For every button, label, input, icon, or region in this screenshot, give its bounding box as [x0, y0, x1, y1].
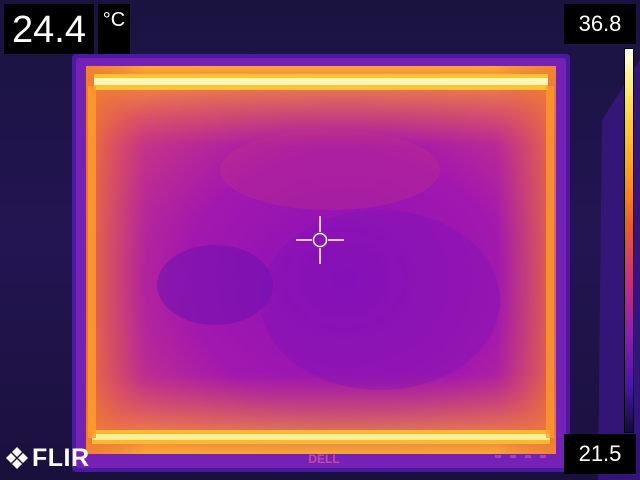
flir-diamond-icon [6, 447, 28, 469]
temperature-unit: °C [98, 4, 130, 54]
crosshair-icon [296, 216, 344, 264]
color-scale-bar [624, 48, 634, 433]
flir-logo-text: FLIR [32, 443, 90, 472]
bezel-buttons [495, 455, 546, 458]
spot-temperature: 24.4 [4, 4, 94, 54]
scale-min-temperature: 21.5 [564, 434, 636, 474]
scale-max-temperature: 36.8 [564, 4, 636, 44]
bezel-logo: DELL [308, 452, 339, 466]
flir-logo: FLIR [6, 442, 90, 474]
